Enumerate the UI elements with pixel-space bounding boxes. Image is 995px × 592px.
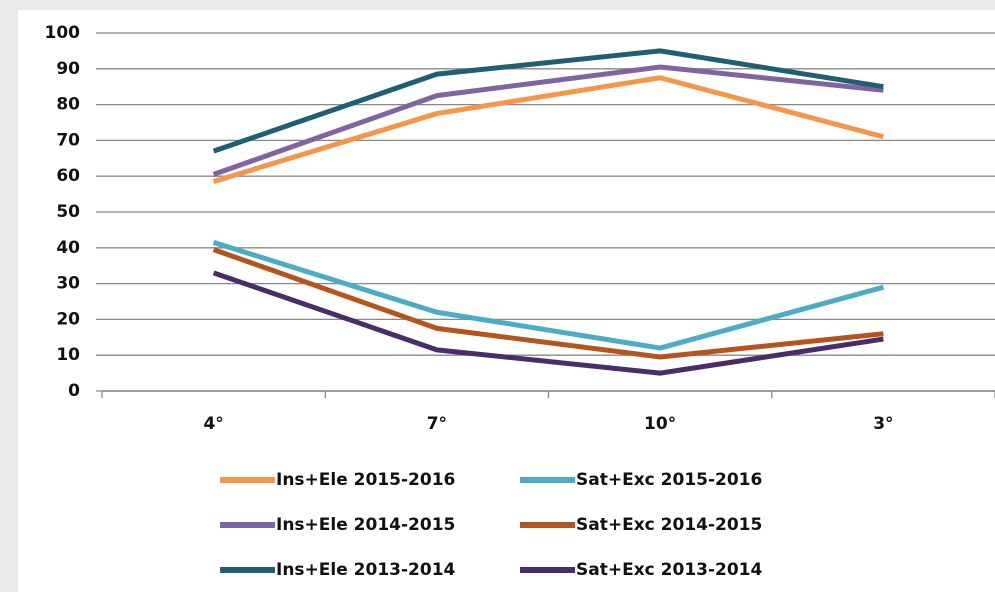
y-tick-label: 60 bbox=[56, 166, 80, 186]
y-tick-label: 30 bbox=[56, 274, 80, 294]
y-tick-label: 90 bbox=[56, 59, 80, 79]
legend-label: Sat+Exc 2014-2015 bbox=[576, 515, 762, 535]
x-tick-label: 10° bbox=[644, 414, 676, 434]
y-tick-label: 40 bbox=[56, 238, 80, 258]
y-tick-label: 100 bbox=[45, 23, 81, 43]
series-line bbox=[212, 240, 885, 351]
y-tick-label: 50 bbox=[56, 202, 80, 222]
legend-label: Sat+Exc 2013-2014 bbox=[576, 560, 763, 580]
x-tick-label: 4° bbox=[203, 414, 223, 434]
series-line bbox=[212, 64, 884, 177]
legend-label: Sat+Exc 2015-2016 bbox=[576, 470, 762, 490]
y-tick-label: 80 bbox=[56, 95, 80, 115]
legend-label: Ins+Ele 2014-2015 bbox=[276, 515, 455, 535]
x-tick-label: 7° bbox=[427, 414, 447, 434]
legend-label: Ins+Ele 2013-2014 bbox=[276, 560, 456, 580]
series-line bbox=[212, 48, 884, 154]
series-line bbox=[212, 270, 884, 376]
x-tick-label: 3° bbox=[873, 414, 893, 434]
legend-label: Ins+Ele 2015-2016 bbox=[276, 470, 455, 490]
y-tick-label: 10 bbox=[56, 345, 80, 365]
series-line bbox=[212, 75, 885, 184]
y-tick-label: 0 bbox=[68, 381, 80, 401]
series-line bbox=[212, 247, 884, 360]
y-tick-label: 20 bbox=[56, 309, 80, 329]
y-tick-label: 70 bbox=[56, 130, 80, 150]
chart-area bbox=[18, 10, 995, 592]
